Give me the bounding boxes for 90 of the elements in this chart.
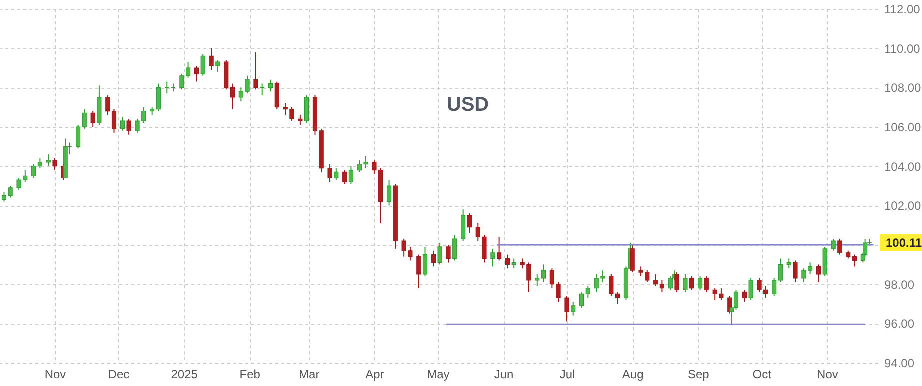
x-tick-label: Aug [622,368,644,382]
x-tick-label: Jul [560,368,576,382]
candlestick [683,274,688,293]
candlestick [254,52,258,90]
candlestick [786,258,792,270]
candlestick [496,236,502,262]
x-tick-label: Mar [299,368,320,382]
y-tick-label: 104.00 [884,160,922,174]
candlestick [106,95,110,116]
candlestick [438,242,442,266]
candlestick [704,276,709,293]
candlestick [512,258,516,270]
candlestick [386,180,392,206]
candlestick [126,118,132,136]
candlestick [230,83,236,110]
candlestick [342,170,348,185]
x-tick-label: 2025 [171,368,198,382]
candlestick [630,244,635,274]
candlestick [535,274,540,287]
candlestick [120,116,126,132]
candlestick [216,60,220,72]
annotation: 100.11 [886,236,922,250]
x-tick-label: Sep [688,368,710,382]
x-tick-label: Apr [366,368,384,382]
candlestick [467,213,472,234]
candlestick [209,48,214,70]
candlestick [422,246,428,277]
candlestick [82,108,87,130]
candlestick [446,244,451,264]
y-tick-label: 94.00 [884,356,915,370]
y-tick-label: 108.00 [884,81,922,96]
candlestick [660,280,664,293]
y-tick-label: 102.00 [884,199,922,214]
candlestick [194,66,200,82]
x-tick-label: Jun [494,368,514,382]
candlestick [816,264,822,283]
candlestick [490,248,496,268]
candlestick [580,292,584,308]
candlestick [831,238,836,252]
x-tick-label: May [427,368,450,382]
candlestick [200,54,206,76]
candlestick [452,234,458,262]
candlestick [90,110,96,128]
candlestick [52,158,58,171]
x-tick-label: Nov [817,368,838,382]
candlestick [431,250,436,268]
y-tick-label: 112.00 [884,2,921,16]
candlestick [742,290,748,303]
candlestick [690,276,694,291]
candlestick [461,209,466,242]
candlestick [772,278,777,297]
candlestick [668,276,673,291]
candlestick [852,254,858,268]
candlestick [274,81,280,110]
y-tick-label: 96.00 [884,317,915,332]
candlestick [334,168,339,181]
candlestick [505,254,510,270]
x-tick-label: Nov [44,368,66,382]
candlestick [564,296,570,322]
candlestick [32,164,36,179]
candlestick [698,276,703,291]
candlestick [416,254,422,289]
candlestick [793,260,798,283]
candlestick [674,272,680,293]
text: USD [446,94,490,116]
y-tick-label: 98.00 [884,278,915,292]
candlestick [748,278,754,301]
candlestick [268,79,274,92]
candlestick [586,286,590,299]
candlestick [541,264,546,283]
candlestick [76,124,81,150]
candlestick [2,191,7,202]
y-tick-label: 106.00 [884,120,922,134]
candlestick [8,186,13,198]
candlestick [348,166,354,185]
candlestick [46,154,51,167]
x-tick-label: Oct [752,368,772,382]
candlestick [571,302,576,316]
candlestick [328,164,332,183]
candlestick [298,114,303,126]
candlestick [778,258,783,283]
y-tick-label: 110.00 [884,42,921,56]
x-tick-label: Feb [240,368,261,382]
candlestick [156,83,161,112]
x-tick-label: Dec [108,368,130,382]
candlestick [838,238,842,256]
candlestick [112,108,117,134]
candlestick [654,274,658,287]
candlestick [38,158,42,169]
candlestick [304,95,310,124]
